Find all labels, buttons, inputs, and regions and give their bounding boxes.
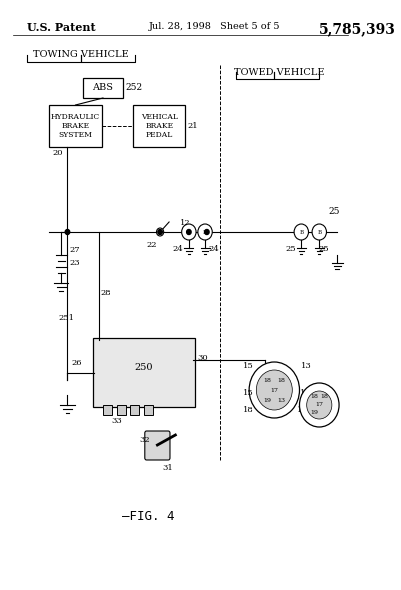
Circle shape [156, 228, 163, 236]
Text: 22: 22 [146, 241, 157, 249]
FancyBboxPatch shape [103, 405, 112, 415]
FancyBboxPatch shape [49, 105, 101, 147]
Text: 19: 19 [263, 398, 270, 402]
Text: B: B [316, 230, 320, 234]
Text: 18: 18 [277, 378, 285, 382]
FancyBboxPatch shape [92, 338, 194, 407]
Text: 17: 17 [275, 389, 284, 397]
Text: 19: 19 [265, 384, 273, 392]
Circle shape [294, 224, 308, 240]
Text: 23: 23 [69, 259, 80, 267]
Text: 13: 13 [300, 362, 311, 370]
Text: 18: 18 [296, 406, 307, 414]
Text: 250: 250 [134, 363, 153, 372]
FancyBboxPatch shape [117, 405, 126, 415]
Text: Sheet 5 of 5: Sheet 5 of 5 [220, 22, 279, 31]
FancyBboxPatch shape [144, 405, 152, 415]
Text: 252: 252 [126, 84, 143, 93]
Text: 28: 28 [101, 289, 111, 297]
Text: B: B [203, 230, 207, 234]
Text: HYDRAULIC
BRAKE
SYSTEM: HYDRAULIC BRAKE SYSTEM [51, 113, 100, 139]
FancyBboxPatch shape [133, 105, 185, 147]
FancyBboxPatch shape [144, 431, 170, 460]
Text: 18: 18 [320, 395, 328, 399]
Text: TOWING VEHICLE: TOWING VEHICLE [33, 50, 128, 59]
Text: 21: 21 [186, 122, 197, 130]
Circle shape [249, 362, 299, 418]
Text: 18: 18 [309, 395, 317, 399]
Text: 32: 32 [139, 436, 150, 444]
Circle shape [306, 391, 331, 419]
Circle shape [186, 230, 190, 234]
Text: 30: 30 [197, 354, 208, 362]
Circle shape [181, 224, 196, 240]
Text: Jul. 28, 1998: Jul. 28, 1998 [148, 22, 211, 31]
Circle shape [197, 224, 212, 240]
Text: B: B [298, 230, 303, 234]
Text: 24: 24 [208, 245, 219, 253]
Text: 15: 15 [242, 389, 253, 397]
Text: 13: 13 [277, 398, 285, 402]
Text: TOWED VEHICLE: TOWED VEHICLE [233, 68, 323, 77]
Text: —FIG. 4: —FIG. 4 [122, 510, 174, 523]
Circle shape [158, 230, 162, 234]
Text: 12: 12 [179, 219, 190, 227]
Text: 18: 18 [263, 378, 270, 382]
Text: 18: 18 [242, 406, 253, 414]
Text: 25: 25 [328, 207, 339, 216]
Circle shape [311, 224, 326, 240]
Text: 15: 15 [242, 362, 253, 370]
Text: U.S. Patent: U.S. Patent [27, 22, 95, 33]
Text: 251: 251 [58, 314, 74, 322]
Circle shape [256, 370, 292, 410]
Text: 25: 25 [318, 245, 328, 253]
Text: 19: 19 [309, 411, 317, 415]
Text: VEHICAL
BRAKE
PEDAL: VEHICAL BRAKE PEDAL [140, 113, 177, 139]
Text: 17: 17 [314, 402, 322, 408]
Circle shape [204, 230, 209, 234]
Text: 31: 31 [162, 464, 172, 472]
Text: 14: 14 [299, 389, 310, 397]
FancyBboxPatch shape [83, 78, 123, 98]
Text: 5,785,393: 5,785,393 [318, 22, 395, 36]
Text: 17: 17 [269, 388, 277, 392]
Text: B: B [186, 230, 190, 234]
FancyBboxPatch shape [130, 405, 139, 415]
Text: 24: 24 [172, 245, 183, 253]
Circle shape [65, 230, 69, 234]
Text: 20: 20 [52, 149, 63, 157]
Circle shape [299, 383, 338, 427]
Text: 33: 33 [111, 417, 122, 425]
Text: 25: 25 [284, 245, 295, 253]
Text: ABS: ABS [92, 84, 113, 93]
Text: 27: 27 [69, 246, 80, 254]
Text: 26: 26 [72, 359, 82, 367]
